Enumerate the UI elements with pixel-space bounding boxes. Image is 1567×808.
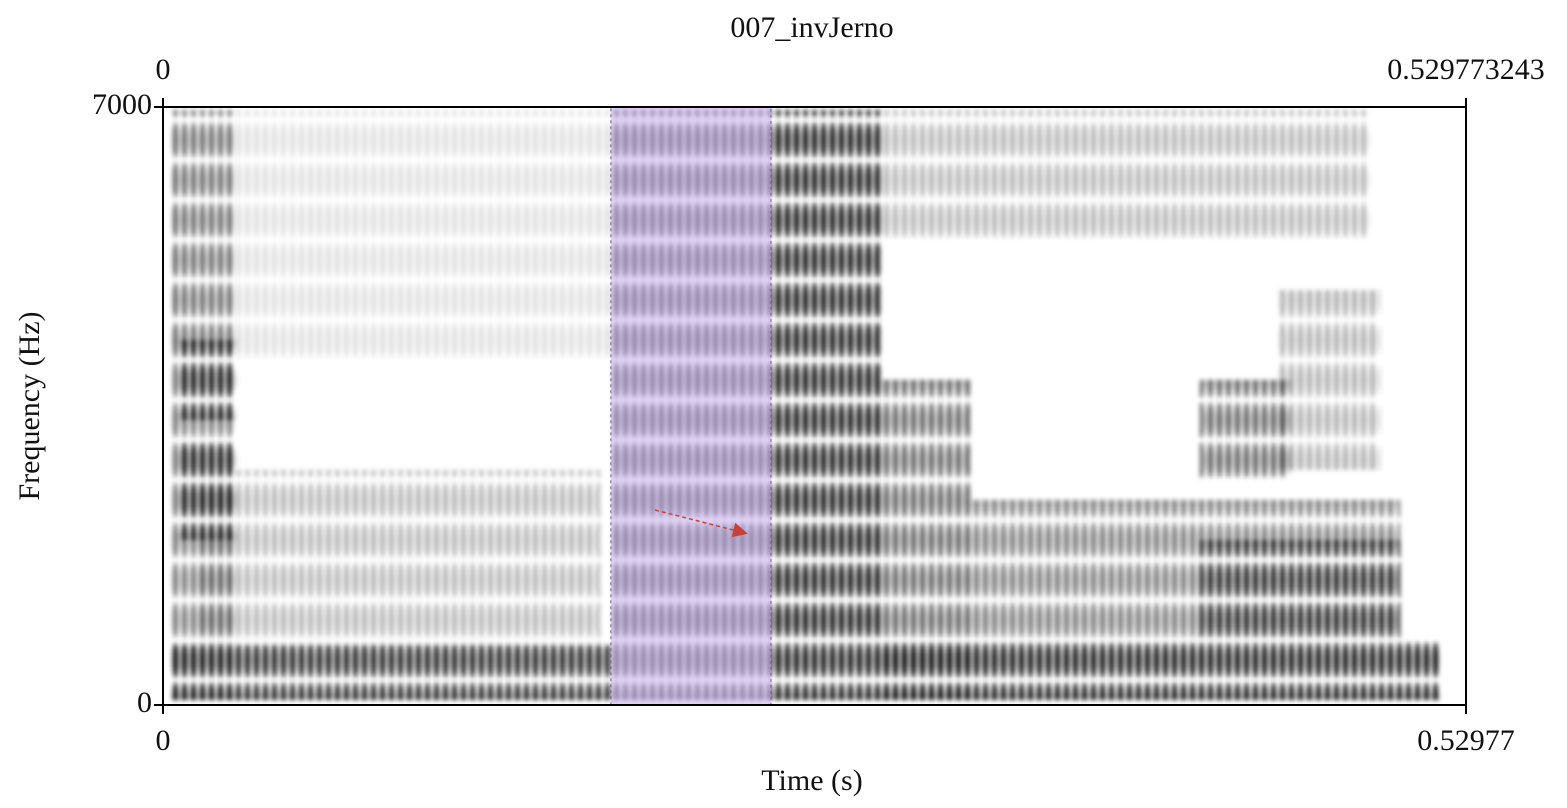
y-tick-label: 7000: [92, 88, 152, 121]
overlay: [610, 106, 772, 706]
window-label: 0.529773243: [1387, 53, 1545, 86]
plot-frame: [162, 106, 1467, 706]
y-axis-label: Frequency (Hz): [13, 311, 46, 500]
annotation-arrow: [654, 509, 748, 538]
x-tick-label: 0: [156, 724, 171, 757]
selection: [610, 106, 772, 706]
chart-title: 007_invJerno: [730, 11, 893, 44]
x-axis-label: Time (s): [761, 764, 862, 797]
y-tick-label: 0: [137, 686, 152, 719]
x-tick-label: 0.52977: [1417, 724, 1515, 757]
spectrogram-texture: [170, 110, 1440, 700]
window-label: 0: [156, 53, 171, 86]
